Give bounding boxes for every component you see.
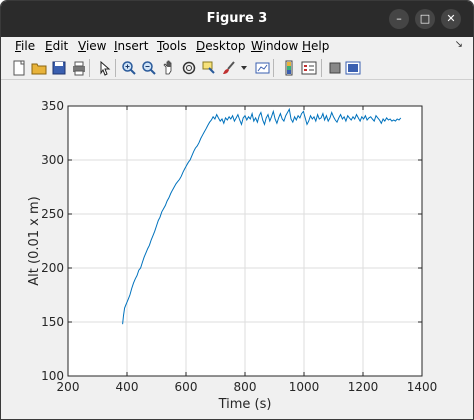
- minimize-icon: –: [396, 12, 402, 25]
- open-file-icon[interactable]: [31, 60, 47, 76]
- menu-label-rest: esktop: [205, 39, 246, 53]
- title-bar[interactable]: Figure 3 – □ ✕: [1, 1, 473, 37]
- menu-mnemonic: I: [114, 39, 118, 53]
- x-tick-label: 800: [234, 380, 257, 394]
- menu-label-rest: indow: [262, 39, 299, 53]
- y-tick-label: 250: [41, 207, 64, 221]
- menu-mnemonic: E: [45, 39, 53, 53]
- menu-label-rest: elp: [311, 39, 330, 53]
- toolbar-separator: [89, 59, 90, 77]
- menu-mnemonic: W: [251, 39, 263, 53]
- x-axis-label: Time (s): [218, 397, 272, 412]
- altitude-series-line[interactable]: [122, 107, 402, 325]
- y-tick-label: 100: [41, 369, 64, 383]
- brush-icon[interactable]: [221, 60, 237, 76]
- link-plot-icon[interactable]: [255, 60, 271, 76]
- menu-label-rest: iew: [85, 39, 107, 53]
- menu-window[interactable]: Window: [251, 39, 298, 53]
- menu-edit[interactable]: Edit: [45, 39, 68, 53]
- menu-mnemonic: T: [157, 39, 163, 53]
- menu-tools[interactable]: Tools: [157, 39, 187, 53]
- figure-canvas: 200 400 600 800 1000 1200 1400 100 150 200 250 300 3…: [1, 81, 473, 420]
- toolbar-separator: [115, 59, 116, 77]
- maximize-button[interactable]: □: [415, 9, 435, 29]
- y-tick-label: 350: [41, 99, 64, 113]
- figure-toolbar: [1, 56, 473, 80]
- zoom-out-icon[interactable]: [141, 60, 157, 76]
- menu-label-rest: ools: [162, 39, 187, 53]
- close-icon: ✕: [446, 12, 456, 25]
- window-title: Figure 3: [206, 11, 268, 26]
- save-icon[interactable]: [51, 60, 67, 76]
- x-tick-label: 1400: [407, 380, 438, 394]
- print-icon[interactable]: [71, 60, 87, 76]
- insert-legend-icon[interactable]: [301, 60, 317, 76]
- menu-mnemonic: V: [78, 39, 86, 53]
- menu-desktop[interactable]: Desktop: [196, 39, 246, 53]
- rotate-3d-icon[interactable]: [181, 60, 197, 76]
- maximize-icon: □: [419, 12, 431, 25]
- dock-pin-icon[interactable]: ↘: [454, 39, 463, 50]
- edit-plot-icon[interactable]: [97, 60, 113, 76]
- y-tick-label: 300: [41, 153, 64, 167]
- x-tick-label: 1000: [289, 380, 320, 394]
- y-tick-label: 150: [41, 315, 64, 329]
- x-tick-label: 200: [57, 380, 80, 394]
- y-axis-label: Alt (0.01 x m): [27, 196, 42, 285]
- x-tick-label: 1200: [348, 380, 379, 394]
- show-plot-tools-icon[interactable]: [345, 60, 361, 76]
- insert-colorbar-icon[interactable]: [281, 60, 297, 76]
- menu-mnemonic: H: [302, 39, 312, 53]
- x-tick-label: 400: [116, 380, 139, 394]
- toolbar-separator: [321, 59, 322, 77]
- menu-insert[interactable]: Insert: [114, 39, 148, 53]
- pan-icon[interactable]: [161, 60, 177, 76]
- minimize-button[interactable]: –: [389, 9, 409, 29]
- data-cursor-icon[interactable]: [201, 60, 217, 76]
- plot-svg[interactable]: 200 400 600 800 1000 1200 1400 100 150 200 250 300 3…: [1, 81, 473, 420]
- menu-help[interactable]: Help: [302, 39, 329, 53]
- y-tick-label: 200: [41, 261, 64, 275]
- menu-label-rest: nsert: [117, 39, 149, 53]
- menu-mnemonic: F: [15, 39, 22, 53]
- menu-view[interactable]: View: [78, 39, 106, 53]
- new-figure-icon[interactable]: [11, 60, 27, 76]
- menu-label-rest: ile: [21, 39, 36, 53]
- close-button[interactable]: ✕: [441, 9, 461, 29]
- menu-file[interactable]: File: [15, 39, 35, 53]
- zoom-in-icon[interactable]: [121, 60, 137, 76]
- hide-plot-tools-icon[interactable]: [327, 60, 343, 76]
- brush-dropdown-icon[interactable]: [239, 60, 249, 76]
- x-tick-label: 600: [175, 380, 198, 394]
- menu-label-rest: dit: [52, 39, 69, 53]
- toolbar-separator: [273, 59, 274, 77]
- menu-bar: ↘ File Edit View Insert Tools Desktop Window He…: [1, 37, 473, 55]
- menu-mnemonic: D: [196, 39, 206, 53]
